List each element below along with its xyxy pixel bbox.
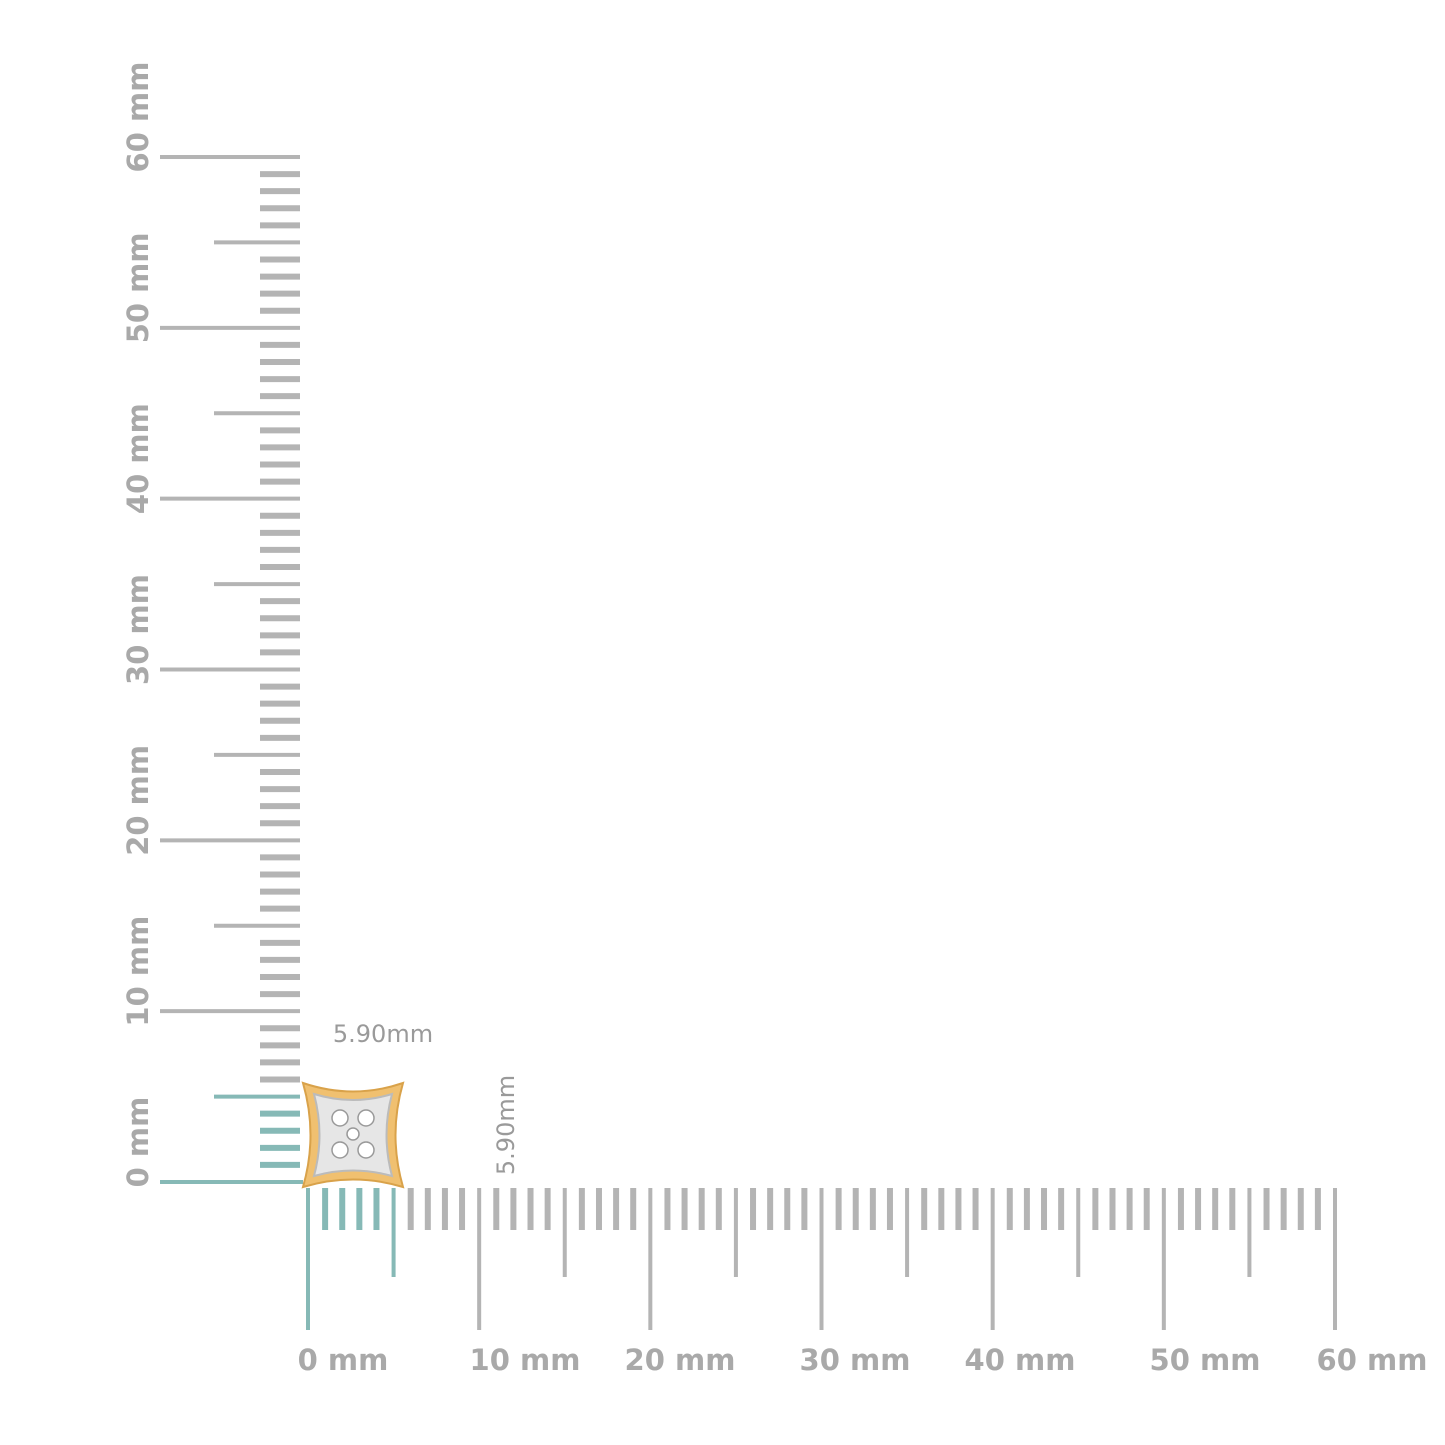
h-label: 30 mm	[800, 1343, 911, 1377]
v-label: 20 mm	[121, 745, 155, 856]
v-label: 0 mm	[121, 1097, 155, 1188]
h-label: 10 mm	[470, 1343, 581, 1377]
height-label: 5.90mm	[492, 1075, 520, 1175]
h-label: 20 mm	[625, 1343, 736, 1377]
h-label: 40 mm	[965, 1343, 1076, 1377]
v-label: 30 mm	[121, 574, 155, 685]
h-label: 0 mm	[298, 1343, 389, 1377]
earring	[301, 1081, 405, 1189]
v-label: 40 mm	[121, 403, 155, 514]
width-label: 5.90mm	[333, 1020, 433, 1048]
earring-diamonds	[331, 1109, 375, 1159]
h-label: 50 mm	[1150, 1343, 1261, 1377]
ruler-ticks	[160, 155, 1337, 1330]
v-label: 10 mm	[121, 916, 155, 1027]
v-label: 60 mm	[121, 62, 155, 173]
v-label: 50 mm	[121, 232, 155, 343]
h-label: 60 mm	[1317, 1343, 1428, 1377]
